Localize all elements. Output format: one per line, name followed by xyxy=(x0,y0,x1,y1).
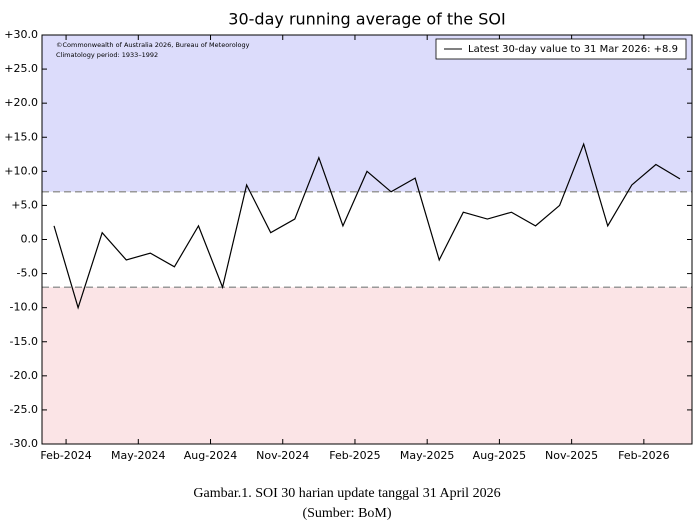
x-tick-label: Feb-2024 xyxy=(40,449,91,462)
y-tick-label: +30.0 xyxy=(4,28,38,41)
legend-label: Latest 30-day value to 31 Mar 2026: +8.9 xyxy=(468,44,678,55)
note: ©Commonwealth of Australia 2026, Bureau … xyxy=(56,41,250,49)
y-tick-label: +5.0 xyxy=(11,198,38,211)
y-tick-label: -5.0 xyxy=(17,267,38,280)
band xyxy=(42,287,692,444)
y-tick-label: -15.0 xyxy=(10,335,38,348)
x-tick-label: Aug-2024 xyxy=(184,449,237,462)
x-tick-label: Aug-2025 xyxy=(473,449,526,462)
y-tick-label: +10.0 xyxy=(4,164,38,177)
y-tick-label: -10.0 xyxy=(10,301,38,314)
y-tick-label: -20.0 xyxy=(10,369,38,382)
caption: (Sumber: BoM) xyxy=(302,506,391,521)
x-tick-label: May-2025 xyxy=(400,449,455,462)
y-tick-label: -25.0 xyxy=(10,403,38,416)
y-tick-label: -30.0 xyxy=(10,437,38,450)
line xyxy=(53,142,681,310)
x-tick-label: Feb-2025 xyxy=(329,449,380,462)
note: Climatology period: 1933–1992 xyxy=(56,51,158,59)
x-tick-label: Nov-2025 xyxy=(545,449,598,462)
y-tick-label: 0.0 xyxy=(21,233,39,246)
x-tick-label: May-2024 xyxy=(111,449,166,462)
x-tick-label: Feb-2026 xyxy=(618,449,669,462)
y-tick-label: +20.0 xyxy=(4,96,38,109)
caption: Gambar.1. SOI 30 harian update tanggal 3… xyxy=(193,486,500,501)
y-tick-label: +25.0 xyxy=(4,62,38,75)
chart-title: 30-day running average of the SOI xyxy=(228,10,505,29)
legend-box xyxy=(435,38,687,60)
y-tick-label: +15.0 xyxy=(4,130,38,143)
x-tick-label: Nov-2024 xyxy=(256,449,309,462)
band xyxy=(42,35,692,192)
